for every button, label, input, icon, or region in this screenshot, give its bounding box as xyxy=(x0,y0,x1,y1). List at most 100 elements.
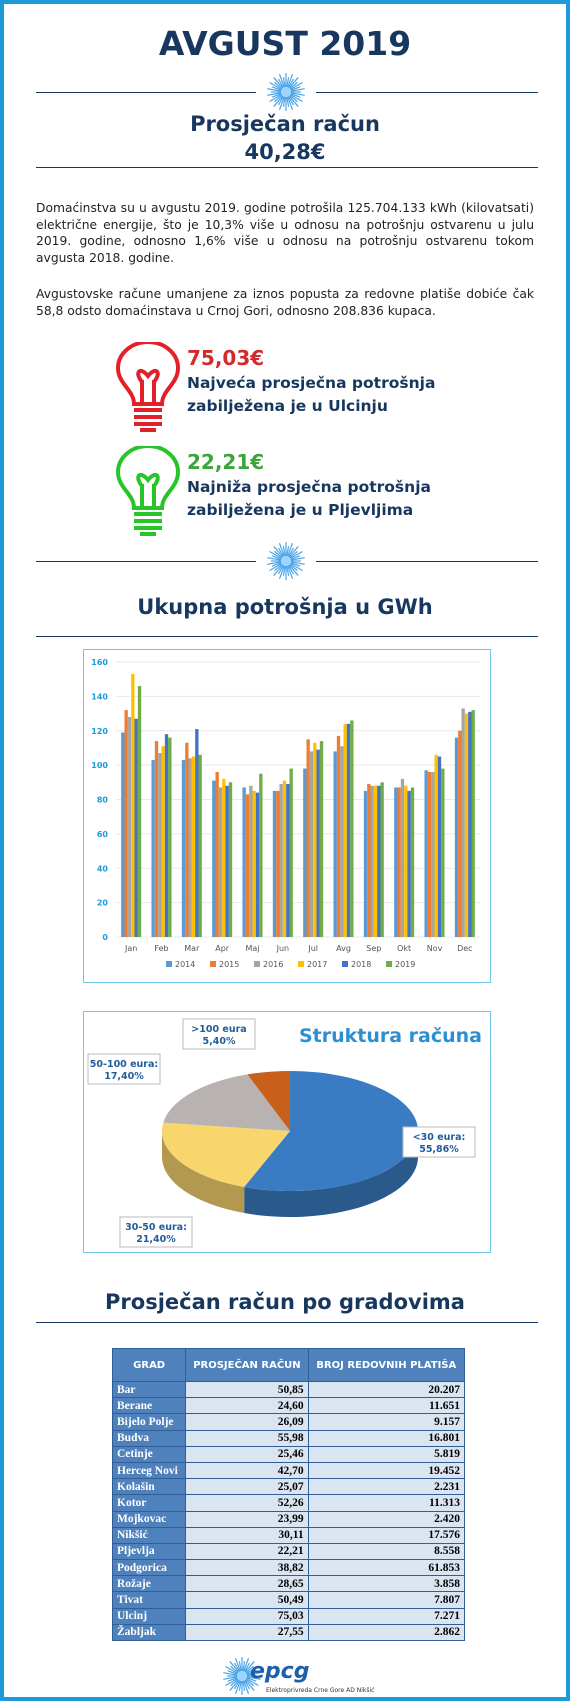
divider xyxy=(316,92,538,93)
pie-side xyxy=(244,1131,418,1217)
ray xyxy=(290,561,305,565)
bulb-icon xyxy=(115,342,181,432)
table-cell: 52,26 xyxy=(185,1494,309,1512)
ray xyxy=(227,1677,238,1682)
table-cell: 11.651 xyxy=(307,1397,466,1415)
table-row: Podgorica 38,82 61.853 xyxy=(111,1559,466,1577)
ray xyxy=(267,88,282,92)
y-tick-label: 60 xyxy=(97,830,109,839)
ray xyxy=(229,1661,240,1673)
table-cell: 2.862 xyxy=(307,1623,466,1642)
ray xyxy=(229,1679,240,1691)
ray xyxy=(242,1680,246,1691)
table-row: Bijelo Polje 26,09 9.157 xyxy=(111,1413,466,1431)
label-box xyxy=(182,1018,256,1050)
table-cell: Žabljak xyxy=(111,1623,187,1642)
table-cell: 55,98 xyxy=(185,1429,309,1447)
bar xyxy=(272,790,277,937)
ray xyxy=(246,1672,261,1676)
table-row: Budva 55,98 16.801 xyxy=(111,1429,466,1447)
bar xyxy=(121,732,125,937)
table-cell: 28,65 xyxy=(185,1575,309,1593)
ray xyxy=(246,1676,261,1680)
bar xyxy=(373,785,378,937)
table-cell: 25,46 xyxy=(185,1445,309,1463)
ray xyxy=(274,94,283,103)
table-cell: 25,07 xyxy=(185,1478,309,1496)
pie-chart: Struktura računa <30 eura:55,86% 30-50 eur… xyxy=(83,1011,491,1253)
ray xyxy=(278,542,285,557)
ray xyxy=(230,1665,239,1674)
ray xyxy=(290,92,305,96)
bar xyxy=(195,729,199,937)
table-row: Mojkovac 23,99 2.420 xyxy=(111,1510,466,1528)
ray xyxy=(269,562,282,572)
divider xyxy=(316,561,538,562)
bar xyxy=(471,710,475,937)
table-cell: 27,55 xyxy=(185,1623,309,1642)
x-tick-label: Avg xyxy=(336,944,351,953)
table-row: Žabljak 27,55 2.862 xyxy=(111,1623,466,1642)
bulb-icon xyxy=(115,446,181,536)
header-cell: PROSJEČAN RAČUN xyxy=(185,1348,309,1382)
bar xyxy=(215,772,219,937)
bar xyxy=(161,746,165,937)
ray xyxy=(286,546,290,557)
sun-core xyxy=(281,556,291,566)
ray xyxy=(244,1661,255,1673)
table-cell: 42,70 xyxy=(185,1461,309,1480)
y-tick-label: 140 xyxy=(91,692,108,701)
bar xyxy=(124,710,128,937)
ray xyxy=(233,1662,241,1672)
ray xyxy=(278,73,285,88)
ray xyxy=(246,1677,259,1687)
table-cell: Herceg Novi xyxy=(111,1461,187,1480)
bar xyxy=(151,759,155,937)
bar xyxy=(249,785,253,937)
bar-chart: 0 20 40 60 80 100 120 140 160 Jan Feb Mar Apr Maj Jun J… xyxy=(83,649,491,983)
table-cell: 75,03 xyxy=(185,1607,309,1625)
table-cell: 2.231 xyxy=(307,1478,466,1496)
x-tick-label: Jul xyxy=(307,944,318,953)
ray xyxy=(290,562,301,567)
ray xyxy=(290,93,301,98)
ray xyxy=(289,550,298,559)
section-title: Ukupna potrošnja u GWh xyxy=(137,595,433,619)
ray xyxy=(290,555,301,560)
highlight-value: 22,21€ xyxy=(187,450,265,474)
x-tick-label: Sep xyxy=(366,944,381,953)
table-cell: Rožaje xyxy=(111,1575,187,1593)
table-row: Ulcinj 75,03 7.271 xyxy=(111,1607,466,1625)
pie-label: >100 eura xyxy=(191,1024,246,1035)
ray xyxy=(273,564,284,576)
bar xyxy=(276,790,280,937)
highlight-text: Najveća prosječna potrošnja xyxy=(187,374,436,392)
table-row: Cetinje 25,46 5.819 xyxy=(111,1445,466,1463)
divider xyxy=(36,561,256,562)
ray xyxy=(274,563,283,572)
table-row: Bar 50,85 20.207 xyxy=(111,1380,466,1399)
bar xyxy=(464,713,469,937)
table-cell: Podgorica xyxy=(111,1559,187,1577)
bar xyxy=(131,674,135,937)
ray xyxy=(273,546,284,558)
x-tick-label: Jun xyxy=(276,944,290,953)
bar xyxy=(437,756,442,937)
x-tick-label: Feb xyxy=(154,944,168,953)
ray xyxy=(278,96,285,111)
bar xyxy=(336,735,341,937)
table-cell: 16.801 xyxy=(307,1429,466,1447)
pie-value-label: 5,40% xyxy=(203,1036,236,1047)
bar xyxy=(367,784,371,937)
average-bill: 40,28€ xyxy=(244,140,326,164)
pie-slice xyxy=(244,1071,418,1191)
table-cell: Pljevlja xyxy=(111,1542,187,1561)
bar xyxy=(454,737,459,937)
bar xyxy=(164,734,169,937)
bar xyxy=(343,723,347,937)
ray xyxy=(287,73,294,88)
table-cell: 20.207 xyxy=(307,1380,466,1399)
ray xyxy=(234,1680,241,1695)
pie-label: <30 eura: xyxy=(413,1132,466,1143)
ray xyxy=(290,86,301,91)
